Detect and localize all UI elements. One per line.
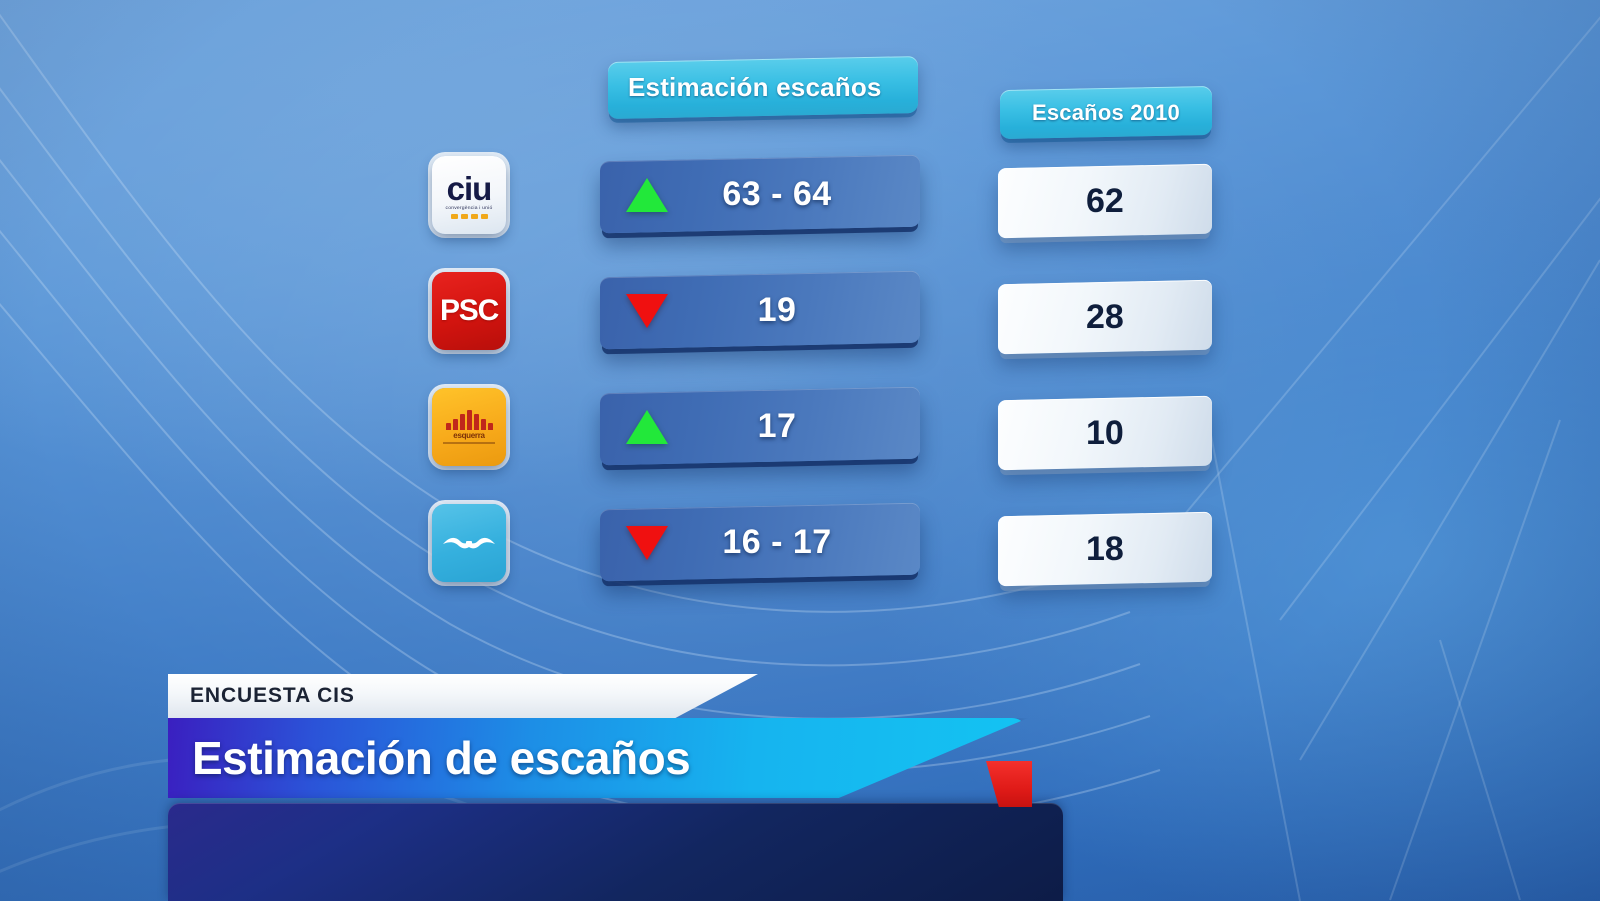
seagull-icon — [443, 537, 495, 549]
trend-up-icon — [626, 177, 668, 211]
banner-kicker: ENCUESTA CIS — [168, 674, 758, 718]
estimate-bar: 63 - 64 — [600, 154, 920, 234]
previous-value: 18 — [1086, 529, 1124, 568]
previous-bar: 10 — [998, 395, 1212, 471]
psc-logo-text: PSC — [439, 294, 499, 327]
previous-value: 62 — [1086, 181, 1124, 220]
ciu-logo-dots — [432, 213, 506, 219]
banner-kicker-label: ENCUESTA CIS — [190, 684, 355, 707]
trend-up-icon — [626, 409, 668, 443]
ciu-logo-text: ciu — [446, 170, 493, 208]
table-row: PSC 19 28 — [0, 266, 1600, 362]
banner-title-label: Estimación de escaños — [192, 732, 691, 784]
estimate-bar: 16 - 17 — [600, 502, 920, 582]
trend-down-icon — [626, 293, 668, 327]
previous-value: 28 — [1086, 297, 1124, 336]
table-row: ciu convergència i unió 63 - 64 62 — [0, 150, 1600, 246]
banner-ticker — [168, 803, 1063, 901]
party-logo-ciu: ciu convergència i unió — [432, 156, 506, 234]
estimate-bar: 19 — [600, 270, 920, 350]
previous-bar: 28 — [998, 279, 1212, 355]
table-row: esquerra 17 10 — [0, 382, 1600, 478]
lower-third-banner: ENCUESTA CIS Estimación de escaños — [0, 660, 1120, 901]
party-logo-psc: PSC — [432, 272, 506, 350]
previous-value: 10 — [1086, 413, 1124, 452]
estimate-value: 16 - 17 — [722, 522, 832, 561]
table-row: 16 - 17 18 — [0, 498, 1600, 594]
estimate-value: 19 — [757, 290, 797, 329]
column-header-previous-label: Escaños 2010 — [1032, 99, 1180, 125]
previous-bar: 62 — [998, 163, 1212, 239]
party-logo-pp — [432, 504, 506, 582]
previous-bar: 18 — [998, 511, 1212, 587]
estimate-bar: 17 — [600, 386, 920, 466]
ciu-logo-subtext: convergència i unió — [445, 205, 493, 211]
estimate-value: 17 — [757, 406, 797, 445]
column-header-estimate-label: Estimación escaños — [628, 72, 882, 103]
esquerra-logo-rule — [443, 442, 495, 444]
column-header-previous: Escaños 2010 — [1000, 85, 1212, 140]
esquerra-logo-mark — [432, 410, 506, 430]
column-header-estimate: Estimación escaños — [608, 56, 918, 119]
estimate-value: 63 - 64 — [722, 174, 832, 213]
banner-title: Estimación de escaños — [168, 718, 1028, 798]
party-logo-esquerra: esquerra — [432, 388, 506, 466]
esquerra-logo-text: esquerra — [453, 431, 485, 440]
trend-down-icon — [626, 525, 668, 559]
